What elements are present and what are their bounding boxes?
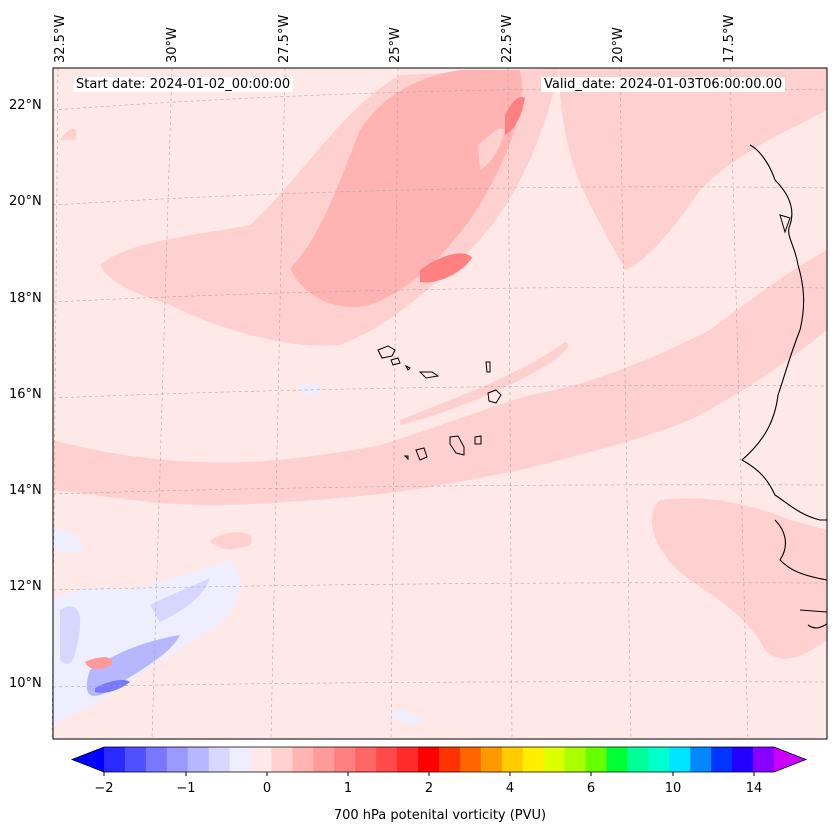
lon-label: 25°W — [388, 27, 403, 63]
colorbar-segment — [543, 747, 566, 772]
colorbar-segment — [501, 747, 524, 772]
colorbar-segment — [124, 747, 147, 772]
colorbar-tick-label: −2 — [94, 781, 114, 796]
lat-label: 18°N — [9, 291, 42, 306]
colorbar-segment — [418, 747, 440, 772]
colorbar-tick-label: 6 — [586, 781, 596, 796]
lon-label: 30°W — [165, 27, 180, 63]
colorbar-segment — [104, 747, 126, 772]
colorbar-segment — [711, 747, 733, 772]
colorbar-segment — [669, 747, 691, 772]
colorbar-segment — [229, 747, 252, 772]
colorbar-segment — [564, 747, 587, 772]
colorbar-segment — [208, 747, 231, 772]
start-date-label: Start date: 2024-01-02_00:00:00 — [73, 77, 294, 92]
colorbar-segment — [606, 747, 628, 772]
colorbar-max-extend — [774, 747, 806, 772]
lat-label: 14°N — [9, 483, 42, 498]
map-frame — [52, 67, 828, 740]
colorbar-segment — [313, 747, 335, 772]
colorbar-min-extend — [72, 747, 104, 772]
colorbar-segment — [459, 747, 482, 772]
colorbar-tick-label: 1 — [343, 781, 353, 796]
lon-label: 27.5°W — [277, 14, 292, 63]
colorbar-segment — [292, 747, 314, 772]
colorbar-segment — [355, 747, 377, 772]
colorbar-segment — [732, 747, 754, 772]
lat-label: 10°N — [9, 676, 42, 691]
lat-label: 20°N — [9, 194, 42, 209]
colorbar-segment — [187, 747, 210, 772]
colorbar-segment — [397, 747, 419, 772]
colorbar — [70, 746, 808, 776]
lon-label: 32.5°W — [53, 14, 68, 63]
negative-pv-region — [53, 383, 423, 725]
colorbar-tick-label: −1 — [176, 781, 196, 796]
colorbar-segment — [753, 747, 775, 772]
colorbar-segment — [145, 747, 168, 772]
colorbar-segment — [271, 747, 293, 772]
lon-label: 20°W — [611, 27, 626, 63]
colorbar-segment — [439, 747, 461, 772]
colorbar-segment — [585, 747, 607, 772]
colorbar-segment — [480, 747, 503, 772]
colorbar-segment — [376, 747, 398, 772]
colorbar-segment — [166, 747, 189, 772]
colorbar-tick-label: 0 — [262, 781, 272, 796]
colorbar-segment — [522, 747, 545, 772]
colorbar-tick-label: 10 — [664, 781, 682, 796]
africa-coastline — [741, 144, 828, 629]
lat-label: 16°N — [9, 387, 42, 402]
colorbar-tick-label: 4 — [505, 781, 515, 796]
lat-label: 12°N — [9, 579, 42, 594]
lon-label: 22.5°W — [500, 14, 515, 63]
lon-label: 17.5°W — [722, 14, 737, 63]
positive-pv-region — [53, 68, 827, 670]
colorbar-segment — [250, 747, 272, 772]
colorbar-segment — [627, 747, 649, 772]
graticule — [51, 67, 828, 740]
lat-label: 22°N — [9, 98, 42, 113]
colorbar-segment — [648, 747, 670, 772]
cape-verde-islands — [377, 345, 502, 461]
colorbar-label: 700 hPa potenital vorticity (PVU) — [333, 808, 547, 823]
coast-islet — [779, 214, 791, 234]
colorbar-tick-label: 2 — [424, 781, 434, 796]
colorbar-segment — [690, 747, 712, 772]
colorbar-tick-label: 14 — [745, 781, 763, 796]
valid-date-label: Valid_date: 2024-01-03T06:00:00.00 — [541, 77, 786, 92]
colorbar-segment — [334, 747, 356, 772]
